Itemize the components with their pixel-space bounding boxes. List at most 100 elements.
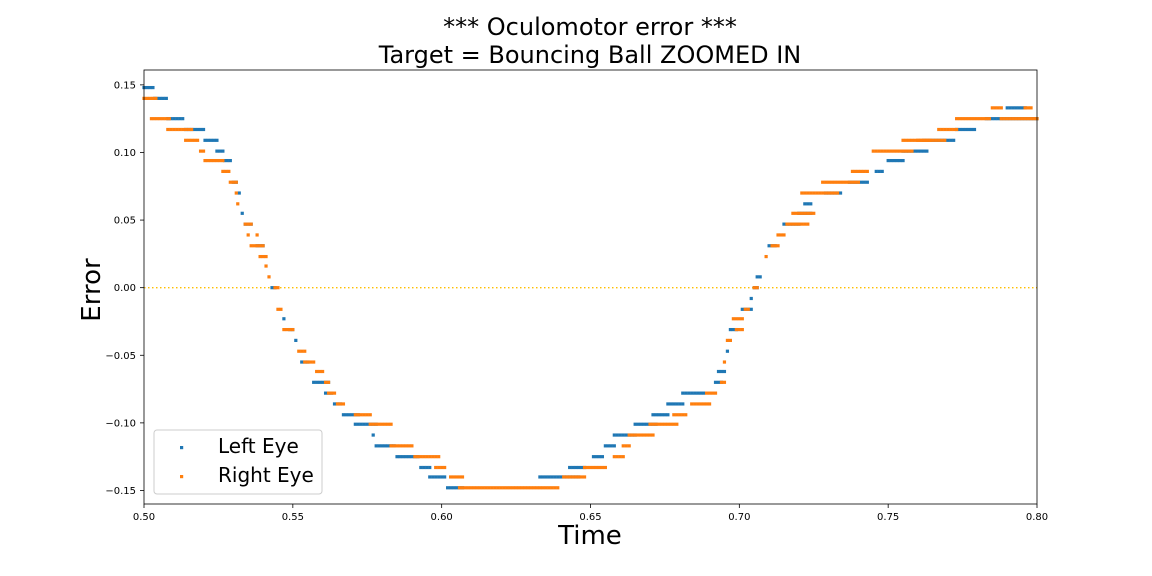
data-point — [672, 402, 676, 406]
data-point — [221, 158, 225, 163]
x-axis-label: Time — [557, 521, 622, 551]
data-point — [374, 422, 378, 426]
data-point — [389, 444, 393, 448]
data-point — [218, 158, 222, 163]
data-point — [526, 486, 530, 490]
data-point — [326, 391, 331, 395]
y-tick-label: −0.10 — [105, 418, 136, 429]
data-point — [657, 422, 661, 426]
data-point — [198, 149, 203, 153]
data-point — [553, 475, 557, 479]
data-point — [161, 117, 165, 121]
data-point — [654, 413, 658, 417]
y-axis-label: Error — [77, 258, 107, 322]
data-point — [195, 138, 200, 142]
data-point — [704, 402, 709, 406]
data-point — [449, 486, 453, 490]
data-point — [419, 465, 423, 470]
data-point — [175, 117, 179, 121]
data-point — [443, 465, 447, 470]
data-point — [416, 455, 420, 459]
data-point — [600, 465, 605, 470]
data-point — [463, 486, 468, 490]
data-point — [511, 486, 515, 490]
data-point — [246, 233, 250, 237]
data-point — [181, 117, 185, 121]
data-point — [922, 149, 926, 153]
data-point — [696, 402, 700, 406]
data-point — [734, 317, 738, 321]
data-point — [535, 486, 539, 490]
data-point — [437, 455, 441, 459]
data-point — [690, 402, 694, 406]
data-point — [249, 244, 253, 248]
data-point — [282, 317, 286, 321]
data-point — [258, 244, 262, 248]
data-point — [809, 211, 813, 215]
data-point — [949, 127, 953, 132]
data-point — [184, 138, 188, 142]
data-point — [722, 369, 727, 374]
data-point — [371, 433, 375, 437]
data-point — [172, 127, 176, 132]
x-axis: 0.50 0.55 0.60 0.65 0.70 0.75 0.80 — [133, 504, 1048, 523]
data-point — [886, 149, 890, 153]
data-point — [249, 222, 253, 226]
data-point — [743, 307, 747, 311]
data-point — [952, 138, 956, 142]
data-point — [1017, 106, 1021, 110]
data-point — [731, 317, 735, 321]
data-point — [164, 96, 168, 100]
y-tick-label: 0.15 — [114, 80, 136, 91]
legend: Left Eye Right Eye — [153, 429, 323, 495]
data-point — [240, 211, 244, 215]
data-point — [1020, 117, 1024, 121]
data-point — [255, 233, 259, 237]
data-point — [749, 307, 753, 311]
data-point — [434, 465, 438, 470]
data-point — [201, 149, 206, 153]
data-point — [818, 191, 822, 195]
data-point — [166, 127, 170, 132]
data-point — [410, 455, 414, 459]
data-point — [853, 169, 858, 173]
data-point — [946, 127, 950, 132]
data-point — [538, 486, 542, 490]
data-point — [508, 486, 512, 490]
data-point — [978, 117, 983, 121]
y-tick-label: 0.00 — [114, 283, 136, 294]
data-point — [993, 117, 997, 121]
data-point — [812, 191, 816, 195]
data-point — [922, 138, 926, 142]
data-point — [149, 117, 154, 121]
data-point — [148, 85, 152, 90]
data-point — [145, 85, 149, 90]
data-point — [215, 158, 219, 163]
data-point — [684, 391, 688, 395]
legend-marker-right-eye — [180, 475, 184, 479]
legend-marker-left-eye — [180, 446, 184, 450]
data-point — [663, 413, 667, 417]
data-point — [627, 433, 631, 437]
data-point — [255, 244, 259, 248]
data-point — [422, 455, 426, 459]
data-point — [996, 117, 1000, 121]
data-point — [556, 486, 560, 490]
data-point — [221, 149, 225, 153]
data-point — [353, 422, 357, 426]
data-point — [916, 138, 920, 142]
data-point — [630, 433, 634, 437]
data-point — [282, 327, 286, 332]
data-point — [707, 391, 712, 395]
data-point — [437, 465, 441, 470]
data-point — [702, 402, 706, 406]
data-point — [300, 360, 304, 364]
data-point — [419, 455, 423, 459]
data-point — [734, 327, 738, 332]
data-point — [672, 422, 676, 426]
data-point — [806, 202, 810, 206]
data-point — [776, 233, 780, 237]
data-point — [440, 465, 444, 470]
data-point — [702, 391, 706, 395]
data-point — [300, 349, 304, 353]
